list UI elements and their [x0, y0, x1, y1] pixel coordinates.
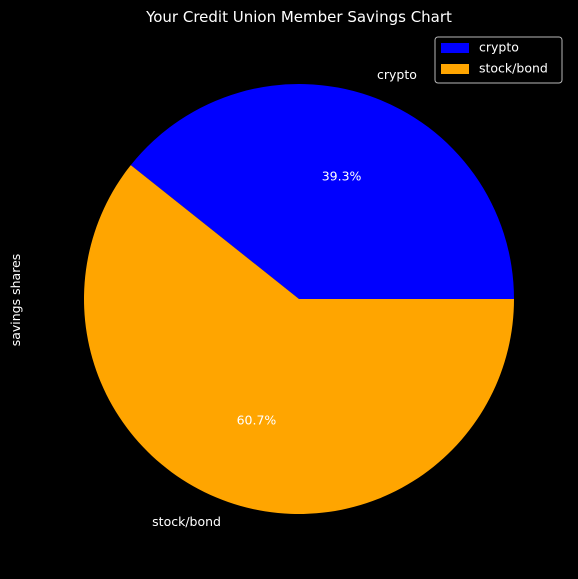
chart-title: Your Credit Union Member Savings Chart: [145, 8, 452, 26]
pie-slice-stock-bond: [84, 165, 514, 514]
slice-label-stock-bond: stock/bond: [152, 514, 221, 529]
pie-slice-crypto: [130, 83, 514, 299]
legend-label-stock-bond: stock/bond: [479, 61, 548, 76]
legend-swatch-crypto: [441, 43, 469, 53]
pie-slices: [84, 83, 514, 514]
legend-swatch-stock-bond: [441, 64, 469, 74]
percent-label-crypto: 39.3%: [322, 169, 362, 184]
pie-slice-labels: crypto stock/bond: [152, 67, 417, 529]
legend-label-crypto: crypto: [479, 40, 519, 55]
y-axis-label: savings shares: [8, 254, 23, 347]
legend-entries: crypto stock/bond: [441, 40, 548, 76]
slice-label-crypto: crypto: [377, 67, 417, 82]
pie-percent-labels: 39.3% 60.7%: [237, 169, 362, 428]
legend: crypto stock/bond: [434, 36, 563, 84]
percent-label-stock-bond: 60.7%: [237, 412, 277, 427]
